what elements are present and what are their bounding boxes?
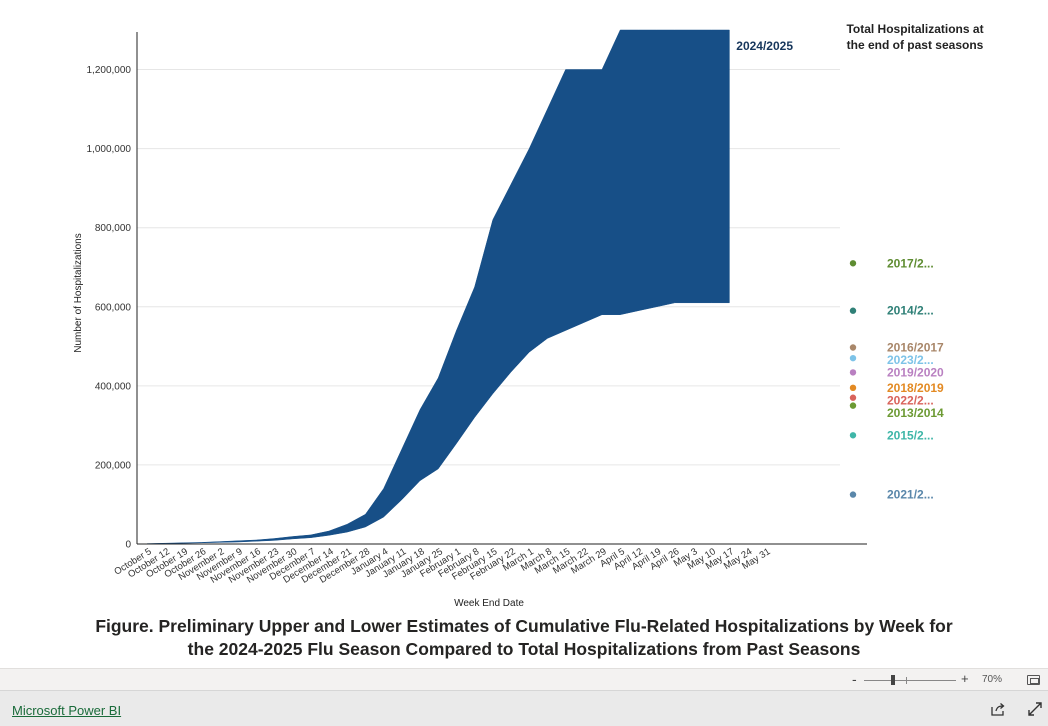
- legend-label: 2017/2...: [887, 256, 934, 270]
- legend-label: 2016/2017: [887, 340, 944, 354]
- y-tick-label: 800,000: [95, 223, 132, 234]
- legend-dot[interactable]: [849, 307, 857, 314]
- legend-label: 2021/2...: [887, 488, 934, 502]
- legend-dot[interactable]: [849, 384, 857, 392]
- estimate-band-2024-2025[interactable]: [146, 29, 730, 545]
- power-bi-link[interactable]: Microsoft Power BI: [12, 703, 122, 718]
- y-tick-label: 200,000: [95, 460, 132, 471]
- zoom-slider-track[interactable]: [864, 680, 956, 681]
- legend-label: 2023/2...: [887, 353, 934, 367]
- y-tick-labels: 0 200,000 400,000 600,000 800,000 1,000,000 1,…: [87, 65, 132, 550]
- y-tick-label: 400,000: [95, 381, 132, 392]
- legend-dot[interactable]: [849, 402, 857, 409]
- zoom-bar: - + 70%: [0, 668, 1048, 690]
- y-tick-label: 1,200,000: [87, 65, 132, 76]
- x-axis-title: Week End Date: [454, 598, 524, 609]
- legend-title: Total Hospitalizations at the end of pas…: [846, 22, 984, 52]
- zoom-level: 70%: [982, 674, 1003, 685]
- legend-label: 2014/2...: [887, 304, 934, 318]
- legend-dot[interactable]: [849, 369, 857, 376]
- footer-bar: Microsoft Power BI: [0, 690, 1048, 726]
- legend-dot[interactable]: [849, 344, 857, 351]
- legend-label: 2015/2...: [887, 428, 934, 442]
- legend-dot[interactable]: [849, 491, 857, 498]
- past-seasons-legend: 2017/2... 2014/2... 2016/20172023/2...2019…: [849, 256, 944, 502]
- fullscreen-icon[interactable]: [1027, 701, 1043, 717]
- legend-label: 2013/2014: [887, 406, 944, 420]
- legend-dot[interactable]: [849, 394, 857, 401]
- legend-label: 2019/2020: [887, 365, 944, 379]
- fit-to-page-icon[interactable]: [1027, 675, 1040, 685]
- y-tick-label: 0: [125, 540, 131, 551]
- legend-dot[interactable]: [849, 354, 857, 362]
- report-canvas: 0 200,000 400,000 600,000 800,000 1,000,000 1,…: [40, 22, 1008, 661]
- legend-dot[interactable]: [849, 432, 857, 439]
- axes: [136, 32, 867, 545]
- caption-line-2: the 2024-2025 Flu Season Compared to Tot…: [187, 639, 861, 659]
- y-tick-label: 1,000,000: [87, 144, 132, 155]
- y-axis-title: Number of Hospitalizations: [73, 233, 84, 353]
- zoom-out-button[interactable]: -: [852, 671, 857, 687]
- figure-caption: Figure. Preliminary Upper and Lower Esti…: [40, 615, 1008, 661]
- zoom-in-button[interactable]: +: [961, 671, 969, 686]
- legend-label: 2018/2019: [887, 381, 944, 395]
- caption-line-1: Figure. Preliminary Upper and Lower Esti…: [95, 616, 953, 636]
- legend-dot[interactable]: [849, 260, 857, 267]
- share-icon[interactable]: [990, 701, 1006, 717]
- zoom-slider-center-tick: [906, 677, 907, 684]
- series-label-2024-2025: 2024/2025: [736, 39, 793, 53]
- zoom-slider-thumb[interactable]: [891, 675, 895, 685]
- legend-label: 2022/2...: [887, 393, 934, 407]
- y-tick-label: 600,000: [95, 302, 132, 313]
- hospitalizations-chart: 0 200,000 400,000 600,000 800,000 1,000,000 1,…: [73, 29, 944, 609]
- estimate-band-layer: [146, 29, 730, 545]
